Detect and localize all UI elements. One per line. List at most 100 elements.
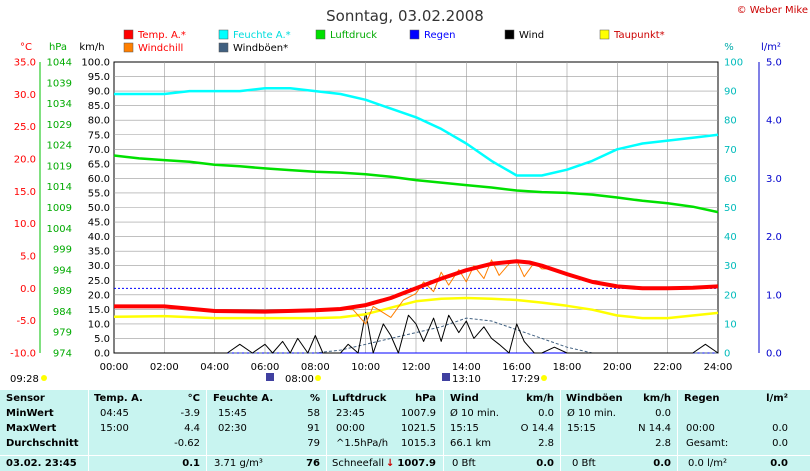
- wind-tick-label: 65.0: [88, 159, 110, 170]
- column-divider: [443, 390, 444, 471]
- wind-tick-label: 20.0: [88, 290, 110, 301]
- wind-tick-label: 25.0: [88, 276, 110, 287]
- temp-tick-label: 5.0: [20, 252, 36, 263]
- marker-time-3: 17:29: [511, 374, 540, 385]
- pressure-tick-label: 989: [53, 286, 72, 297]
- current-humidity: 76: [306, 458, 320, 469]
- sun-icon: [315, 375, 321, 381]
- sun-markers: 09:28 08:00 13:10 17:29: [10, 373, 547, 385]
- current-wind-bft: 0 Bft: [452, 458, 476, 469]
- temp-tick-label: 25.0: [14, 122, 36, 133]
- column-divider: [677, 390, 678, 471]
- series-line-feuchte-a: [114, 86, 719, 177]
- wind-time: 66.1 km: [450, 438, 491, 449]
- legend-swatch: [123, 42, 134, 53]
- legend-label: Wind: [519, 30, 544, 41]
- time-tick-label: 10:00: [351, 362, 380, 373]
- time-tick-label: 02:00: [150, 362, 179, 373]
- time-tick-label: 06:00: [251, 362, 280, 373]
- pressure-value: 1021.5: [401, 423, 436, 434]
- temp-tick-label: 10.0: [14, 219, 36, 230]
- row-label: Durchschnitt: [6, 438, 79, 449]
- column-divider: [326, 390, 327, 471]
- time-axis: 00:00 02:00 04:00 06:00 08:00 10:00 12:00 14:00…: [100, 362, 733, 373]
- legend-swatch: [123, 29, 134, 40]
- header-rain-unit: l/m²: [766, 393, 788, 404]
- temp-tick-label: 0.0: [20, 284, 36, 295]
- wind-tick-label: 45.0: [88, 218, 110, 229]
- humidity-axis-unit: %: [724, 42, 734, 53]
- column-divider: [560, 390, 561, 471]
- pressure-axis-unit: hPa: [49, 42, 67, 53]
- series-line-temp-a: [114, 259, 719, 314]
- series-group: [113, 86, 719, 354]
- marker-time-1: 08:00: [285, 374, 314, 385]
- header-wind: Wind: [450, 393, 479, 404]
- pressure-tick-label: 979: [53, 328, 72, 339]
- humidity-tick-label: 100: [724, 58, 743, 69]
- pressure-value: 1015.3: [401, 438, 436, 449]
- time-tick-label: 14:00: [452, 362, 481, 373]
- temp-value: 4.4: [184, 423, 200, 434]
- gust-time: 15:15: [567, 423, 596, 434]
- temp-tick-label: -10.0: [10, 349, 36, 360]
- pressure-tick-label: 974: [53, 349, 72, 360]
- gust-time: Ø 10 min.: [567, 408, 616, 419]
- time-tick-label: 00:00: [100, 362, 129, 373]
- rain-tick-label: 2.0: [766, 232, 782, 243]
- wind-tick-label: 40.0: [88, 232, 110, 243]
- wind-value: 0.0: [538, 408, 554, 419]
- sun-icon: [41, 375, 47, 381]
- wind-tick-label: 10.0: [88, 319, 110, 330]
- humidity-value: 58: [307, 408, 320, 419]
- pressure-tick-label: 1024: [47, 141, 72, 152]
- humidity-tick-label: 20: [724, 290, 737, 301]
- weather-chart: Sonntag, 03.02.2008 © Weber Mike Temp. A…: [10, 5, 808, 385]
- current-pressure: 1007.9: [397, 458, 436, 469]
- legend-swatch: [504, 29, 515, 40]
- current-label: 03.02. 23:45: [6, 458, 77, 469]
- temp-tick-label: 15.0: [14, 187, 36, 198]
- series-line-windb-en: [114, 317, 718, 354]
- wind-axis-unit: km/h: [79, 42, 104, 53]
- wind-tick-label: 85.0: [88, 101, 110, 112]
- moon-icon: [442, 373, 450, 381]
- gust-value: N 14.4: [638, 423, 671, 434]
- current-precip-type: Schneefall: [332, 458, 385, 469]
- current-rain-total: 0.0 l/m²: [688, 458, 727, 469]
- rain-tick-label: 3.0: [766, 174, 782, 185]
- series-line-taupunkt: [113, 296, 719, 320]
- humidity-value: 91: [307, 423, 320, 434]
- temp-time: 04:45: [100, 408, 129, 419]
- temp-value: -0.62: [174, 438, 200, 449]
- legend-swatch: [409, 29, 420, 40]
- pressure-tick-label: 1019: [47, 161, 72, 172]
- temp-tick-label: -5.0: [16, 316, 36, 327]
- rain-tick-label: 0.0: [766, 349, 782, 360]
- legend-swatch: [599, 29, 610, 40]
- gust-value: 0.0: [655, 408, 671, 419]
- time-tick-label: 20:00: [603, 362, 632, 373]
- wind-value: 2.8: [538, 438, 554, 449]
- pressure-tick-label: 1034: [47, 99, 72, 110]
- header-wind-unit: km/h: [526, 393, 554, 404]
- wind-tick-label: 90.0: [88, 87, 110, 98]
- humidity-tick-label: 10: [724, 319, 737, 330]
- legend-label: Feuchte A.*: [233, 30, 291, 41]
- wind-tick-label: 50.0: [88, 203, 110, 214]
- humidity-tick-label: 90: [724, 87, 737, 98]
- current-rain: 0.0: [770, 458, 788, 469]
- pressure-tick-label: 1029: [47, 120, 72, 131]
- pressure-time: ^1.5hPa/h: [336, 438, 389, 449]
- legend-label: Luftdruck: [330, 30, 377, 41]
- current-humidity-abs: 3.71 g/m³: [214, 458, 263, 469]
- legend: Temp. A.* Feuchte A.* Luftdruck Regen Wind Ta…: [123, 29, 665, 54]
- time-tick-label: 04:00: [200, 362, 229, 373]
- stats-table: Sensor Temp. A. °C Feuchte A. % Luftdruc…: [0, 390, 810, 471]
- legend-label: Windböen*: [233, 43, 288, 54]
- time-tick-label: 12:00: [402, 362, 431, 373]
- row-divider: [0, 455, 810, 456]
- humidity-time: 15:45: [218, 408, 247, 419]
- column-divider: [206, 390, 207, 471]
- wind-tick-label: 75.0: [88, 130, 110, 141]
